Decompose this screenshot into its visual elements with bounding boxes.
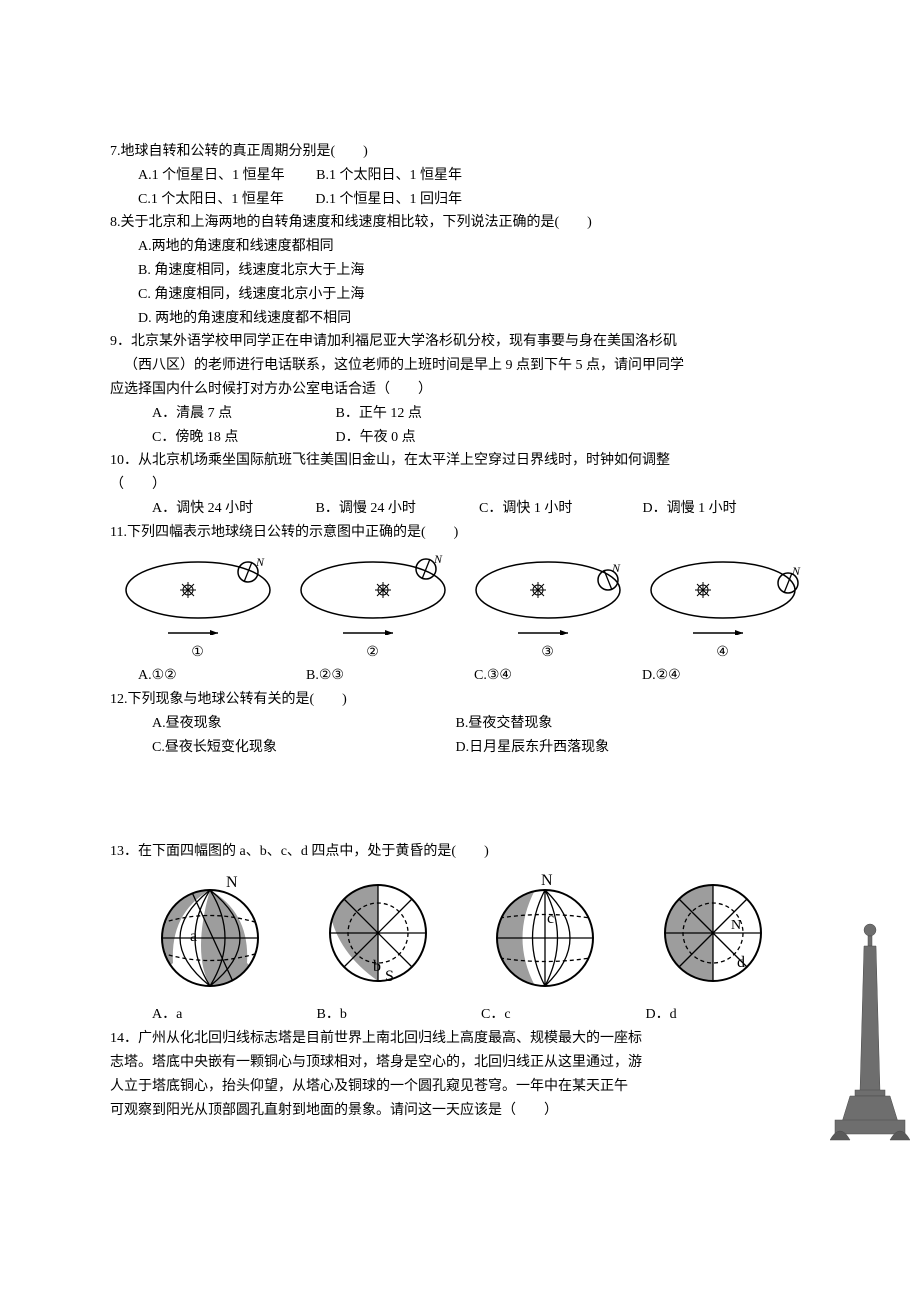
q11-stem: 11.下列四幅表示地球绕日公转的示意图中正确的是( ) — [110, 521, 810, 545]
q10-stem-2: （ ） — [110, 473, 810, 497]
exam-page: 7.地球自转和公转的真正周期分别是( ) A.1 个恒星日、1 恒星年 B.1 … — [0, 0, 920, 1182]
q11-opt-d: D.②④ — [642, 664, 810, 688]
q11-mark-4: ④ — [716, 641, 729, 665]
q10-options: A．调快 24 小时 B．调慢 24 小时 C．调快 1 小时 D．调慢 1 小… — [110, 497, 810, 521]
q12-opt-a: A.昼夜现象 — [152, 712, 452, 736]
q13-diagram-d: N d — [643, 873, 781, 993]
q13-opt-b: B．b — [317, 1003, 482, 1027]
q11-marks: ① ② ③ ④ — [110, 641, 810, 665]
q13-label-d: d — [737, 954, 745, 971]
q12-row1: A.昼夜现象 B.昼夜交替现象 — [110, 712, 810, 736]
q13-opt-c: C．c — [481, 1003, 646, 1027]
q11-diagrams: N N — [110, 555, 810, 635]
q8-opt-c: C. 角速度相同，线速度北京小于上海 — [110, 283, 810, 307]
q13-diagram-b: S b — [308, 873, 446, 993]
q9-stem-2: （西八区）的老师进行电话联系，这位老师的上班时间是早上 9 点到下午 5 点，请… — [110, 354, 810, 378]
q8-opt-a: A.两地的角速度和线速度都相同 — [110, 235, 810, 259]
q11-opt-c: C.③④ — [474, 664, 642, 688]
q7-options-row1: A.1 个恒星日、1 恒星年 B.1 个太阳日、1 恒星年 — [110, 164, 810, 188]
tower-image — [830, 912, 910, 1142]
q9-opt-a: A．清晨 7 点 — [152, 402, 332, 426]
svg-text:N: N — [255, 555, 265, 569]
q13-diagram-a: N a — [140, 873, 278, 993]
q11-diagram-2: N — [293, 555, 453, 635]
q8-stem: 8.关于北京和上海两地的自转角速度和线速度相比较，下列说法正确的是( ) — [110, 211, 810, 235]
q9-opt-d: D．午夜 0 点 — [336, 430, 416, 445]
q14-line2: 志塔。塔底中央嵌有一颗铜心与顶球相对，塔身是空心的，北回归线正从这里通过，游 — [110, 1051, 810, 1075]
q9-stem-1: 9．北京某外语学校甲同学正在申请加利福尼亚大学洛杉矶分校，现有事要与身在美国洛杉… — [110, 330, 810, 354]
q14-line4: 可观察到阳光从顶部圆孔直射到地面的景象。请问这一天应该是（ ） — [110, 1099, 810, 1123]
svg-text:N: N — [611, 561, 621, 575]
q11-mark-2: ② — [366, 641, 379, 665]
q13-label-a: a — [190, 928, 197, 945]
q13-stem: 13．在下面四幅图的 a、b、c、d 四点中，处于黄昏的是( ) — [110, 840, 810, 864]
q13-opt-d: D．d — [646, 1003, 811, 1027]
q11-mark-1: ① — [191, 641, 204, 665]
q11-diagram-4: N — [643, 555, 803, 635]
q10-opt-c: C．调快 1 小时 — [479, 497, 639, 521]
svg-text:N: N — [433, 555, 443, 566]
q13-label-c: c — [547, 910, 554, 927]
q10-opt-a: A．调快 24 小时 — [152, 497, 312, 521]
q12-opt-d: D.日月星辰东升西落现象 — [456, 740, 610, 755]
q12-row2: C.昼夜长短变化现象 D.日月星辰东升西落现象 — [110, 736, 810, 760]
q11-diagram-3: N — [468, 555, 628, 635]
q13-label-b: b — [373, 958, 381, 975]
q13-label-n3: N — [731, 918, 741, 933]
q14-line3: 人立于塔底铜心，抬头仰望，从塔心及铜球的一个圆孔窥见苍穹。一年中在某天正午 — [110, 1075, 810, 1099]
q12-stem: 12.下列现象与地球公转有关的是( ) — [110, 688, 810, 712]
q9-stem-3: 应选择国内什么时候打对方办公室电话合适（ ） — [110, 378, 810, 402]
q11-options: A.①② B.②③ C.③④ D.②④ — [110, 664, 810, 688]
q12-opt-b: B.昼夜交替现象 — [456, 716, 553, 731]
q13-label-n2: N — [541, 873, 553, 889]
q9-options-row2: C．傍晚 18 点 D．午夜 0 点 — [110, 426, 810, 450]
q13-opt-a: A．a — [152, 1003, 317, 1027]
q10-opt-d: D．调慢 1 小时 — [643, 501, 737, 516]
q13-diagram-c: N c — [475, 873, 613, 993]
q9-opt-b: B．正午 12 点 — [336, 406, 422, 421]
svg-text:N: N — [791, 564, 801, 578]
q7-options-row2: C.1 个太阳日、1 恒星年 D.1 个恒星日、1 回归年 — [110, 188, 810, 212]
q10-opt-b: B．调慢 24 小时 — [316, 497, 476, 521]
q11-diagram-1: N — [118, 555, 278, 635]
q8-opt-d: D. 两地的角速度和线速度都不相同 — [110, 307, 810, 331]
q11-opt-b: B.②③ — [306, 664, 474, 688]
q14-line1: 14．广州从化北回归线标志塔是目前世界上南北回归线上高度最高、规模最大的一座标 — [110, 1027, 810, 1051]
q13-diagrams: N a S b — [110, 869, 810, 997]
q7-stem: 7.地球自转和公转的真正周期分别是( ) — [110, 140, 810, 164]
q11-mark-3: ③ — [541, 641, 554, 665]
q7-opt-a: A.1 个恒星日、1 恒星年 — [138, 168, 285, 183]
q7-opt-c: C.1 个太阳日、1 恒星年 — [138, 192, 284, 207]
q12-opt-c: C.昼夜长短变化现象 — [152, 736, 452, 760]
q7-opt-b: B.1 个太阳日、1 恒星年 — [288, 168, 462, 183]
q10-stem-1: 10．从北京机场乘坐国际航班飞往美国旧金山，在太平洋上空穿过日界线时，时钟如何调… — [110, 449, 810, 473]
q9-options-row1: A．清晨 7 点 B．正午 12 点 — [110, 402, 810, 426]
q13-options: A．a B．b C．c D．d — [110, 1003, 810, 1027]
q9-opt-c: C．傍晚 18 点 — [152, 426, 332, 450]
q7-opt-d: D.1 个恒星日、1 回归年 — [287, 192, 462, 207]
q11-opt-a: A.①② — [138, 664, 306, 688]
q8-opt-b: B. 角速度相同，线速度北京大于上海 — [110, 259, 810, 283]
q13-label-n: N — [226, 874, 238, 891]
q13-label-s: S — [385, 968, 394, 985]
